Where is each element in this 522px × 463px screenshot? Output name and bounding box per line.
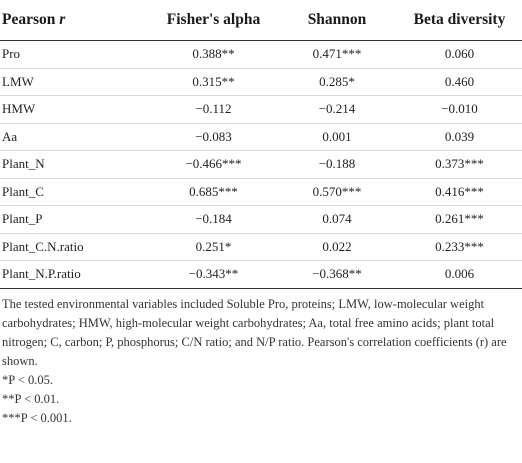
footnote-significance-1: *P < 0.05. bbox=[2, 372, 54, 387]
cell-beta: 0.006 bbox=[397, 260, 522, 289]
header-beta-diversity: Beta diversity bbox=[397, 0, 522, 41]
cell-beta: 0.233*** bbox=[397, 233, 522, 261]
cell-shannon: 0.001 bbox=[277, 123, 397, 151]
row-variable: LMW bbox=[0, 68, 150, 96]
header-pearson-r: Pearson r bbox=[0, 0, 150, 41]
table-row: Plant_N −0.466*** −0.188 0.373*** bbox=[0, 150, 522, 179]
row-variable: Aa bbox=[0, 123, 150, 151]
cell-fisher: 0.685*** bbox=[150, 178, 277, 206]
table-row: Plant_C 0.685*** 0.570*** 0.416*** bbox=[0, 178, 522, 206]
table-footnotes: The tested environmental variables inclu… bbox=[0, 289, 522, 428]
cell-beta: −0.010 bbox=[397, 95, 522, 124]
cell-fisher: 0.251* bbox=[150, 233, 277, 261]
table-row: Plant_P −0.184 0.074 0.261*** bbox=[0, 205, 522, 234]
row-variable: Plant_P bbox=[0, 205, 150, 234]
cell-shannon: 0.074 bbox=[277, 205, 397, 234]
row-variable: HMW bbox=[0, 95, 150, 124]
table-row: HMW −0.112 −0.214 −0.010 bbox=[0, 95, 522, 124]
cell-fisher: −0.112 bbox=[150, 95, 277, 124]
footnote-significance-3: ***P < 0.001. bbox=[2, 410, 72, 425]
cell-beta: 0.261*** bbox=[397, 205, 522, 234]
cell-shannon: 0.285* bbox=[277, 68, 397, 96]
table-row: LMW 0.315** 0.285* 0.460 bbox=[0, 68, 522, 96]
cell-fisher: 0.388** bbox=[150, 40, 277, 69]
row-variable: Plant_C bbox=[0, 178, 150, 206]
cell-beta: 0.039 bbox=[397, 123, 522, 151]
cell-shannon: −0.368** bbox=[277, 260, 397, 289]
cell-shannon: −0.214 bbox=[277, 95, 397, 124]
cell-fisher: −0.083 bbox=[150, 123, 277, 151]
cell-fisher: −0.184 bbox=[150, 205, 277, 234]
table-row: Pro 0.388** 0.471*** 0.060 bbox=[0, 40, 522, 69]
table-row: Plant_C.N.ratio 0.251* 0.022 0.233*** bbox=[0, 233, 522, 261]
cell-shannon: 0.022 bbox=[277, 233, 397, 261]
header-fishers-alpha: Fisher's alpha bbox=[150, 0, 277, 41]
cell-fisher: −0.343** bbox=[150, 260, 277, 289]
row-variable: Plant_C.N.ratio bbox=[0, 233, 150, 261]
cell-beta: 0.373*** bbox=[397, 150, 522, 179]
row-variable: Plant_N bbox=[0, 150, 150, 179]
table-row: Aa −0.083 0.001 0.039 bbox=[0, 123, 522, 151]
table-header-row: Pearson r Fisher's alpha Shannon Beta di… bbox=[0, 0, 522, 41]
header-shannon: Shannon bbox=[277, 0, 397, 41]
cell-beta: 0.416*** bbox=[397, 178, 522, 206]
footnote-description: The tested environmental variables inclu… bbox=[2, 296, 507, 368]
table-row: Plant_N.P.ratio −0.343** −0.368** 0.006 bbox=[0, 260, 522, 289]
cell-shannon: 0.570*** bbox=[277, 178, 397, 206]
cell-beta: 0.460 bbox=[397, 68, 522, 96]
cell-shannon: 0.471*** bbox=[277, 40, 397, 69]
cell-shannon: −0.188 bbox=[277, 150, 397, 179]
row-variable: Pro bbox=[0, 40, 150, 69]
row-variable: Plant_N.P.ratio bbox=[0, 260, 150, 289]
footnote-significance-2: **P < 0.01. bbox=[2, 391, 60, 406]
correlation-table: Pearson r Fisher's alpha Shannon Beta di… bbox=[0, 0, 522, 289]
cell-beta: 0.060 bbox=[397, 40, 522, 69]
cell-fisher: −0.466*** bbox=[150, 150, 277, 179]
cell-fisher: 0.315** bbox=[150, 68, 277, 96]
